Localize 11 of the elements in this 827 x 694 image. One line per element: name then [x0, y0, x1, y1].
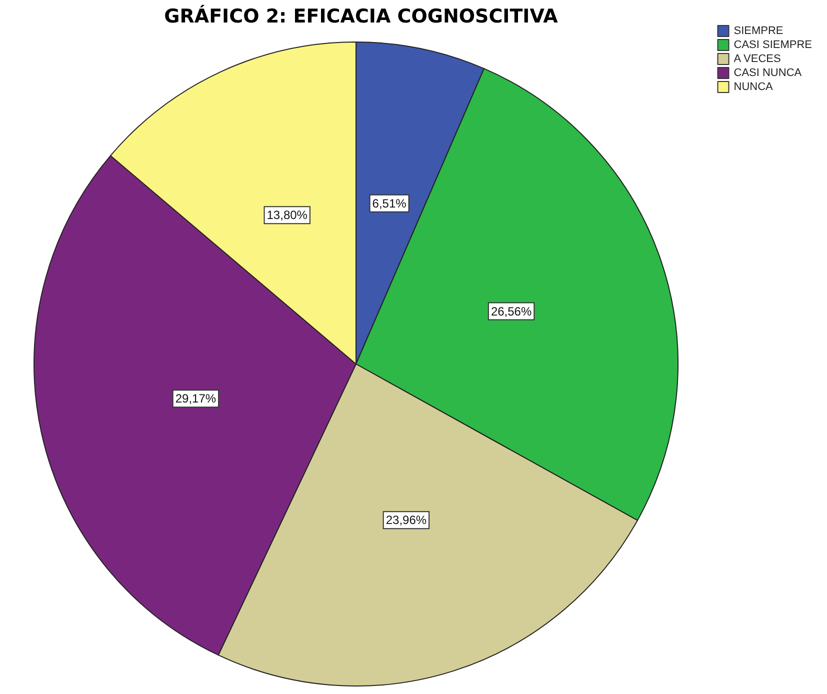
data-label: 29,17% [175, 392, 216, 406]
data-label: 26,56% [490, 304, 532, 318]
data-label: 23,96% [386, 513, 427, 528]
legend-label: NUNCA [734, 81, 774, 93]
data-label: 6,51% [372, 196, 407, 210]
chart-title: GRÁFICO 2: EFICACIA COGNOSCITIVA [164, 4, 558, 28]
data-label: 13,80% [266, 208, 308, 222]
legend-label: SIEMPRE [734, 25, 784, 37]
legend-label: CASI SIEMPRE [734, 39, 812, 51]
legend-label: A VECES [734, 53, 781, 65]
legend-label: CASI NUNCA [734, 67, 802, 79]
